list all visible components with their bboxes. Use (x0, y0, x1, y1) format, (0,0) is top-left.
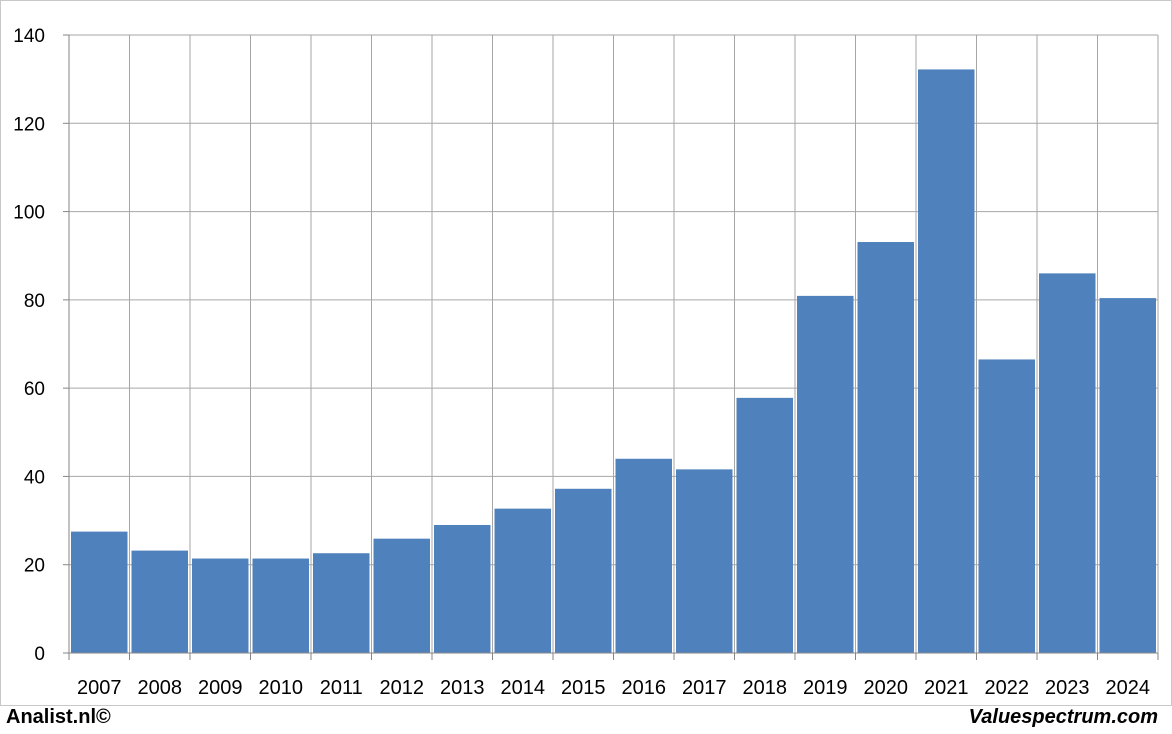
x-tick-label: 2008 (138, 677, 183, 699)
x-tick-label: 2011 (320, 677, 363, 699)
bar (71, 531, 128, 653)
y-tick-label: 0 (34, 644, 45, 665)
x-tick-label: 2017 (682, 677, 727, 699)
bar (857, 242, 914, 653)
x-tick-label: 2007 (77, 677, 122, 699)
x-tick-label: 2024 (1106, 677, 1151, 699)
source-label-left: Analist.nl© (6, 706, 111, 728)
y-tick-label: 80 (24, 291, 45, 312)
x-tick-label: 2019 (803, 677, 848, 699)
bar (1039, 273, 1096, 653)
y-tick-label: 140 (13, 26, 45, 47)
bar-chart: 0 20 40 60 80 100 120 140 2007 2008 2009 2010 2011 20… (13, 26, 1159, 699)
y-tick-label: 20 (24, 556, 45, 577)
y-tick-label: 100 (13, 203, 45, 224)
x-tick-label: 2023 (1045, 677, 1090, 699)
bar (555, 488, 612, 653)
x-tick-label: 2016 (622, 677, 667, 699)
bar (736, 397, 793, 653)
x-tick-label: 2015 (561, 677, 606, 699)
bar (434, 524, 491, 653)
y-tick-label: 40 (24, 467, 45, 488)
bar (494, 508, 551, 653)
bar (978, 359, 1035, 653)
bar (192, 558, 249, 653)
x-tick-label: 2020 (864, 677, 909, 699)
bar (1099, 298, 1156, 653)
x-tick-label: 2022 (985, 677, 1030, 699)
chart-frame: 0 20 40 60 80 100 120 140 2007 2008 2009 2010 2011 20… (0, 0, 1172, 706)
x-tick-label: 2009 (198, 677, 243, 699)
bar (373, 538, 430, 653)
x-tick-label: 2021 (924, 677, 969, 699)
bar (131, 550, 188, 653)
x-tick-label: 2010 (259, 677, 304, 699)
x-tick-label: 2013 (440, 677, 485, 699)
x-tick-label: 2018 (743, 677, 788, 699)
bar (918, 69, 975, 654)
bar (615, 458, 672, 653)
bar (676, 469, 733, 653)
bar (313, 553, 370, 653)
source-label-right: Valuespectrum.com (968, 706, 1158, 728)
bar (252, 558, 309, 653)
x-tick-label: 2014 (501, 677, 546, 699)
x-tick-label: 2012 (380, 677, 425, 699)
y-tick-label: 120 (13, 114, 45, 135)
y-tick-label: 60 (24, 379, 45, 400)
bar (797, 295, 854, 653)
